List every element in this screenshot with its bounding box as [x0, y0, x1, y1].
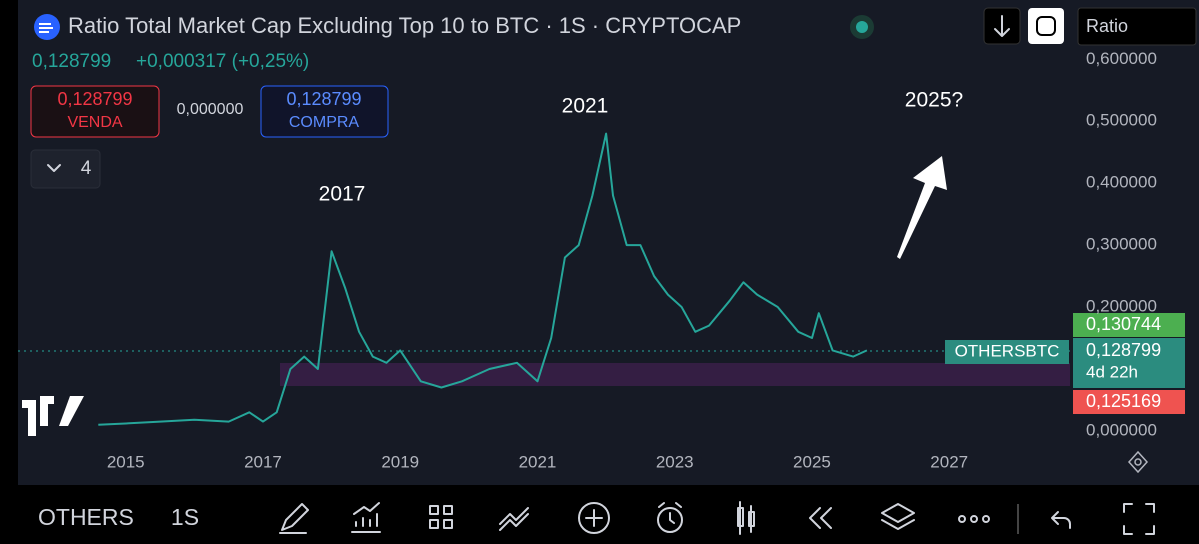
x-tick-label: 2027: [930, 452, 968, 471]
indicators-toggle[interactable]: [30, 149, 101, 189]
replay-tool[interactable]: [809, 507, 832, 529]
buy-button[interactable]: [260, 85, 389, 138]
more-dot[interactable]: [982, 515, 990, 523]
annotation: 2017: [319, 183, 366, 206]
toolbar-interval[interactable]: 1S: [171, 504, 199, 530]
toolbar-symbol[interactable]: OTHERS: [38, 504, 134, 530]
x-tick-label: 2015: [107, 452, 145, 471]
layers-tool[interactable]: [881, 503, 915, 530]
y-tick-label: 0,300000: [1086, 235, 1157, 254]
x-tick-label: 2023: [656, 452, 694, 471]
compare-tool[interactable]: [499, 507, 529, 531]
more-dot[interactable]: [970, 515, 978, 523]
settings-icon[interactable]: [1127, 450, 1149, 474]
support-zone: [280, 363, 1070, 386]
y-tick-label: 0,600000: [1086, 49, 1157, 68]
add-glyph: [585, 509, 603, 527]
x-tick-label: 2017: [244, 452, 282, 471]
alert-glyph: [658, 502, 682, 524]
x-tick-label: 2025: [793, 452, 831, 471]
add-tool[interactable]: [578, 502, 610, 534]
alert-tool[interactable]: [657, 507, 683, 533]
countdown: 4d 22h: [1086, 362, 1138, 381]
y-tick-label: 0,500000: [1086, 111, 1157, 130]
symbol-label-box: [945, 340, 1069, 364]
last-price: 0,128799: [32, 51, 111, 72]
symbol-icon-glyph: [39, 23, 53, 33]
fullscreen-tool[interactable]: [1123, 503, 1155, 535]
sell-price: 0,128799: [57, 89, 132, 109]
buy-price: 0,128799: [286, 89, 361, 109]
high-label: 0,130744: [1086, 314, 1161, 334]
sell-button[interactable]: [30, 85, 160, 138]
spread: 0,000000: [177, 101, 244, 118]
arrow: [897, 156, 947, 259]
settings-icon-center: [1134, 458, 1142, 466]
fullscreen-button[interactable]: [1028, 8, 1064, 44]
x-tick-label: 2021: [519, 452, 557, 471]
undo-tool[interactable]: [1051, 511, 1071, 529]
chart-panel: [18, 0, 1199, 485]
x-tick-label: 2019: [381, 452, 419, 471]
chevron: [47, 164, 61, 172]
status-dot: [856, 21, 868, 33]
chart-type-tool[interactable]: [737, 501, 755, 535]
sell-label: VENDA: [67, 114, 122, 131]
draw-tool[interactable]: [279, 503, 309, 534]
last-label: 0,128799: [1086, 340, 1161, 360]
logo-part: [40, 396, 54, 426]
layout-tool[interactable]: [429, 505, 453, 529]
tv-logo: [22, 396, 84, 436]
logo-part: [59, 396, 84, 426]
annotation: 2025?: [905, 89, 963, 112]
annotation: 2021: [562, 95, 609, 118]
chart-title: Ratio Total Market Cap Excluding Top 10 …: [68, 13, 741, 38]
fullscreen-icon: [1036, 16, 1056, 36]
low-label: 0,125169: [1086, 391, 1161, 411]
logo-part: [22, 400, 36, 436]
download-icon: [994, 15, 1010, 37]
high-label-box: [1073, 313, 1185, 337]
price-line-series: [98, 132, 868, 426]
indicators-count: 4: [81, 158, 92, 179]
y-tick-label: 0,000000: [1086, 420, 1157, 439]
low-label-box: [1073, 390, 1185, 414]
indicators-tool[interactable]: [351, 502, 381, 533]
search-text: Ratio: [1086, 16, 1128, 36]
buy-label: COMPRA: [289, 114, 360, 131]
more-dot[interactable]: [958, 515, 966, 523]
last-label-box: [1073, 338, 1185, 388]
y-tick-label: 0,200000: [1086, 297, 1157, 316]
price-change: +0,000317 (+0,25%): [136, 51, 309, 72]
y-tick-label: 0,400000: [1086, 173, 1157, 192]
symbol-label: OTHERSBTC: [955, 341, 1060, 360]
search-input[interactable]: [1077, 7, 1197, 46]
